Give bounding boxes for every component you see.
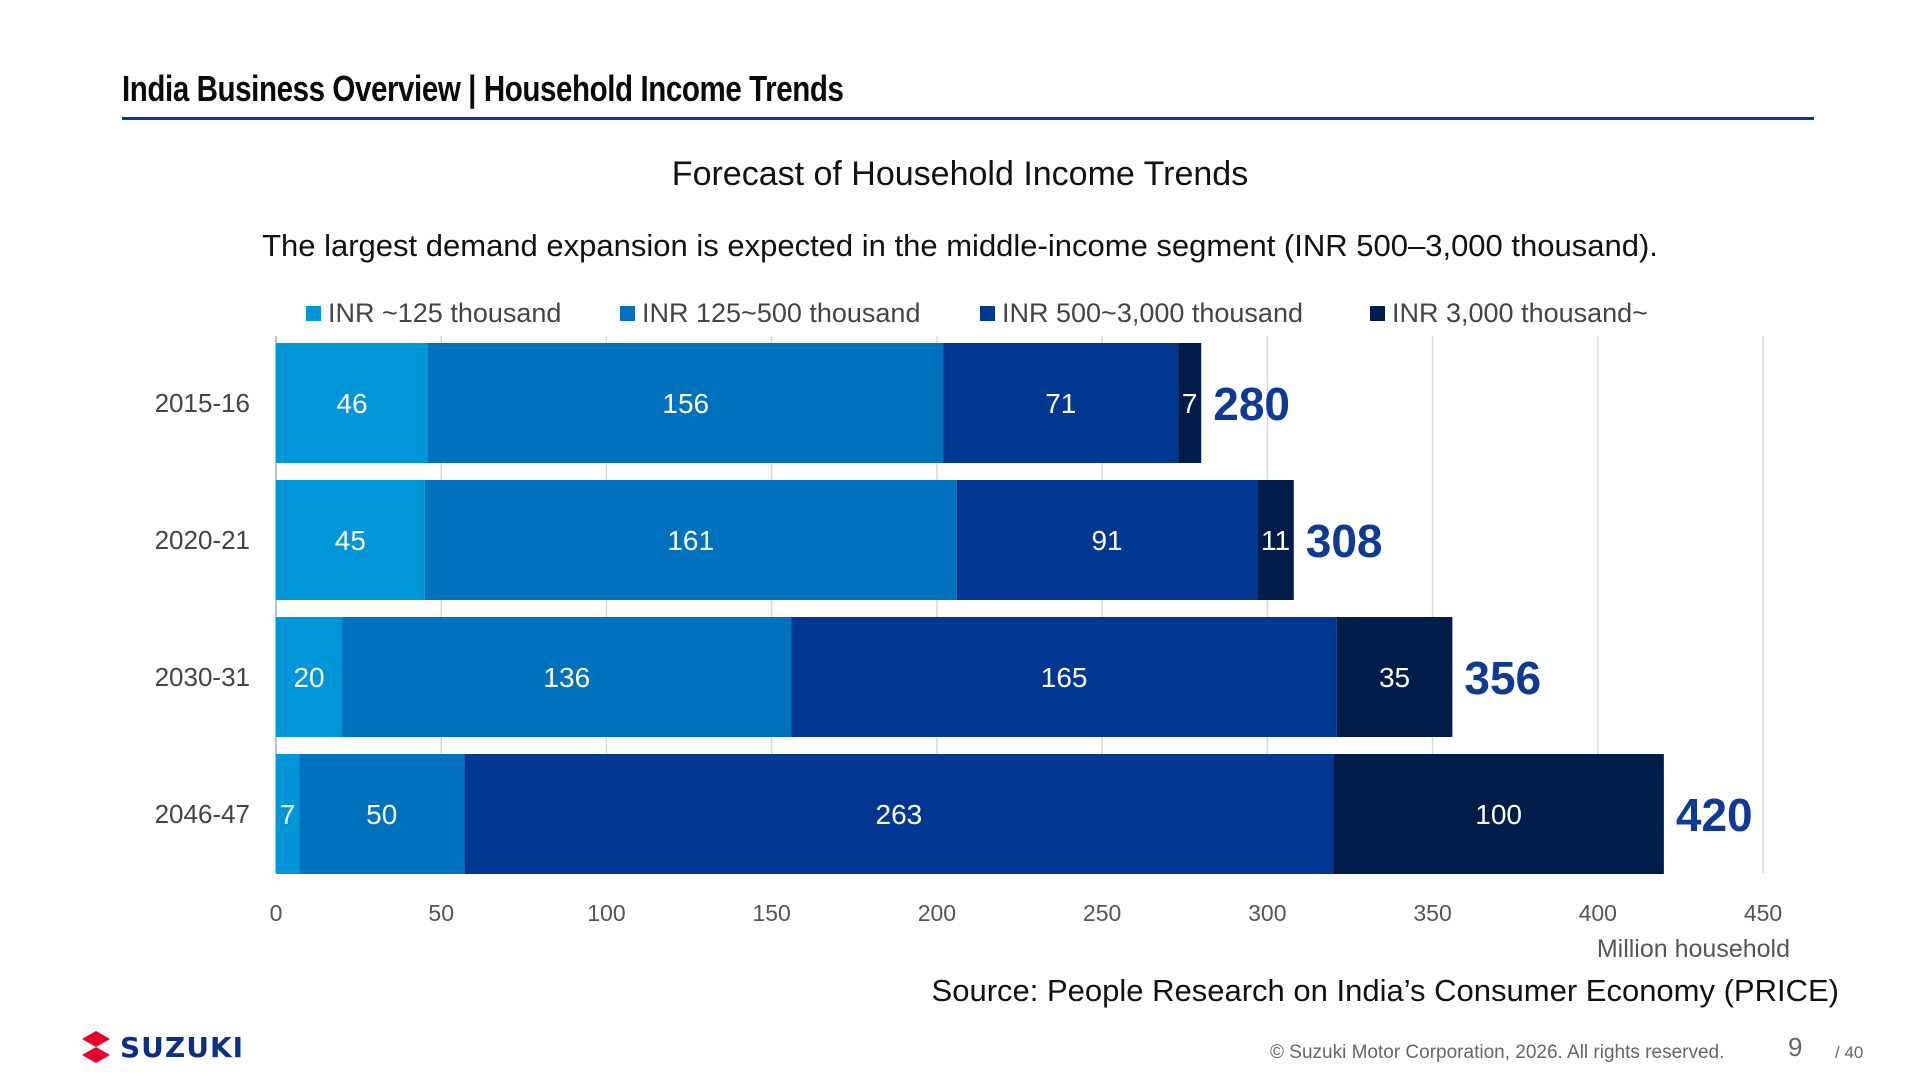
total-label: 420 (1676, 789, 1753, 841)
total-label: 308 (1306, 515, 1383, 567)
bar-segment (943, 343, 1179, 463)
page-title: India Business Overview | Household Inco… (122, 68, 844, 109)
data-label: 136 (543, 662, 590, 693)
x-tick-label: 50 (428, 900, 454, 926)
bar-segment (464, 754, 1334, 874)
chart-subtitle: The largest demand expansion is expected… (262, 228, 1658, 263)
total-label: 280 (1213, 378, 1290, 430)
x-tick-label: 150 (752, 900, 790, 926)
category-label: 2020-21 (155, 525, 250, 555)
bar-segment (276, 480, 425, 600)
x-tick-label: 250 (1083, 900, 1121, 926)
bar-segment (428, 343, 944, 463)
bar-segment (276, 343, 429, 463)
bar-segment (342, 617, 792, 737)
source-note: Source: People Research on India’s Consu… (931, 973, 1839, 1008)
x-axis-title: Million household (1597, 935, 1790, 963)
data-label: 263 (876, 799, 923, 830)
suzuki-s-icon (82, 1031, 110, 1063)
page-number: 9 (1788, 1032, 1803, 1062)
copyright: © Suzuki Motor Corporation, 2026. All ri… (1270, 1042, 1725, 1063)
x-tick-label: 0 (270, 900, 283, 926)
legend-swatch (306, 306, 321, 321)
legend-swatch (620, 306, 635, 321)
legend-label: INR 500~3,000 thousand (1002, 298, 1303, 328)
data-label: 165 (1041, 662, 1088, 693)
x-tick-label: 450 (1744, 900, 1782, 926)
chart-title: Forecast of Household Income Trends (671, 155, 1249, 193)
legend-item-lower-middle: INR 125~500 thousand (620, 298, 920, 329)
x-tick-label: 400 (1579, 900, 1617, 926)
bar-segment (276, 617, 343, 737)
brand-name: SUZUKI (120, 1030, 245, 1064)
data-label: 45 (335, 525, 366, 556)
legend-swatch (980, 306, 995, 321)
legend-item-low: INR ~125 thousand (306, 298, 561, 329)
chart-legend: INR ~125 thousand INR 125~500 thousand I… (0, 298, 1920, 332)
data-label: 100 (1475, 799, 1522, 830)
bar-segment (1178, 343, 1202, 463)
category-label: 2046-47 (155, 799, 250, 829)
bar-segment (276, 754, 300, 874)
data-label: 35 (1379, 662, 1410, 693)
bar-segment (1333, 754, 1664, 874)
data-label: 7 (280, 799, 296, 830)
data-label: 46 (336, 388, 367, 419)
bar-segment (791, 617, 1337, 737)
x-tick-label: 200 (918, 900, 956, 926)
category-label: 2015-16 (155, 388, 250, 418)
data-label: 161 (667, 525, 714, 556)
suzuki-logo: SUZUKI (78, 1030, 244, 1064)
data-label: 50 (366, 799, 397, 830)
total-label: 356 (1464, 652, 1541, 704)
bar-segment (1336, 617, 1453, 737)
legend-label: INR 125~500 thousand (642, 298, 921, 328)
legend-item-high: INR 3,000 thousand~ (1370, 298, 1648, 329)
data-label: 7 (1182, 388, 1198, 419)
bar-segment (424, 480, 957, 600)
bar-segment (956, 480, 1258, 600)
bar-segment (1257, 480, 1294, 600)
category-label: 2030-31 (155, 662, 250, 692)
data-label: 91 (1091, 525, 1122, 556)
data-label: 20 (293, 662, 324, 693)
x-tick-label: 350 (1413, 900, 1451, 926)
legend-label: INR 3,000 thousand~ (1392, 298, 1648, 328)
legend-label: INR ~125 thousand (328, 298, 562, 328)
x-tick-label: 100 (587, 900, 625, 926)
x-tick-label: 300 (1248, 900, 1286, 926)
legend-item-middle: INR 500~3,000 thousand (980, 298, 1303, 329)
data-label: 71 (1045, 388, 1076, 419)
legend-swatch (1370, 306, 1385, 321)
title-divider (122, 117, 1814, 120)
stacked-bar-chart: 0 50 100 150 200 250 300 350 400 450 Million house… (155, 336, 1790, 963)
bar-segment (299, 754, 465, 874)
data-label: 11 (1261, 525, 1290, 556)
data-label: 156 (662, 388, 709, 419)
page-total: / 40 (1835, 1043, 1864, 1062)
